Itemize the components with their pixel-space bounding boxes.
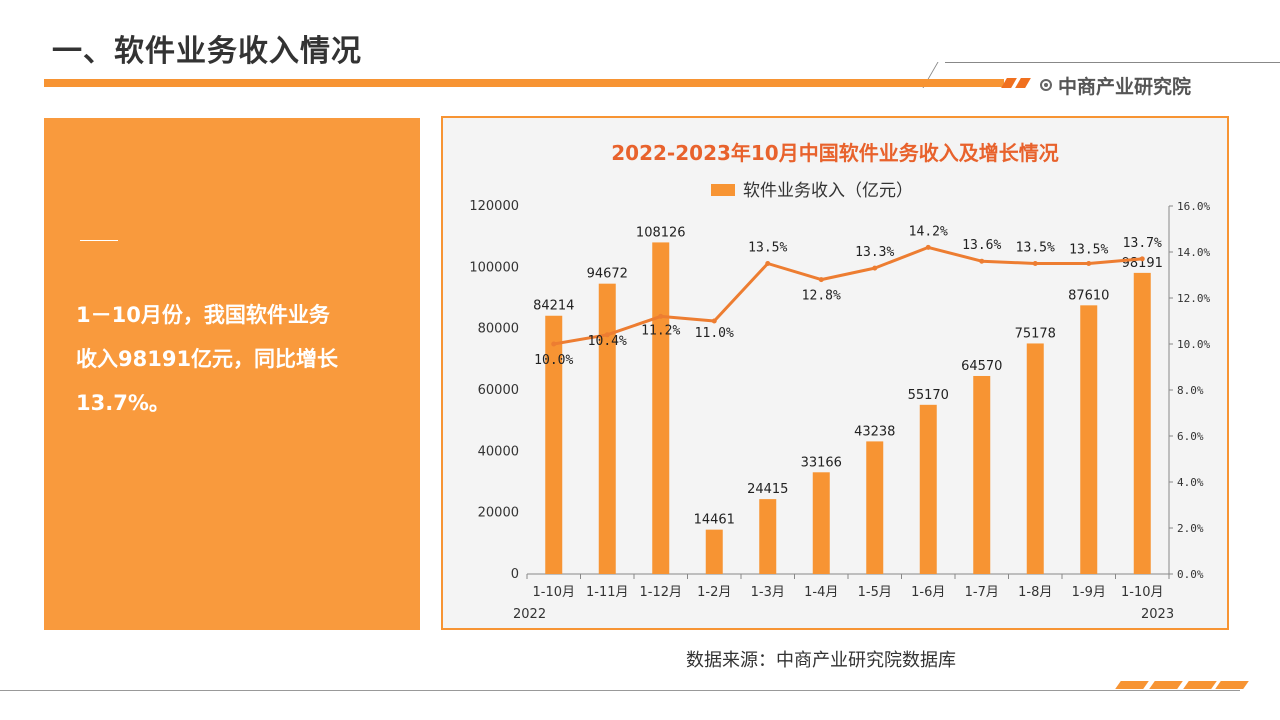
bar-value-label: 75178 bbox=[1015, 326, 1056, 341]
growth-point bbox=[979, 258, 985, 264]
header-divider-line bbox=[945, 62, 1280, 63]
bar bbox=[545, 315, 563, 574]
summary-line: 收入98191亿元，同比增长 bbox=[76, 347, 339, 371]
bar bbox=[812, 472, 830, 574]
bar-value-label: 108126 bbox=[636, 225, 686, 240]
x-tick-label: 1-5月 bbox=[858, 585, 892, 600]
x-tick-label: 1-2月 bbox=[697, 585, 731, 600]
growth-point bbox=[711, 318, 717, 324]
growth-point bbox=[658, 313, 664, 319]
growth-label: 10.4% bbox=[588, 334, 627, 349]
growth-point bbox=[872, 265, 878, 271]
right-tick-label: 10.0% bbox=[1177, 338, 1210, 351]
right-tick-label: 0.0% bbox=[1177, 568, 1204, 581]
x-tick-label: 1-10月 bbox=[1121, 585, 1164, 600]
legend-label: 软件业务收入（亿元） bbox=[743, 181, 913, 201]
growth-label: 13.6% bbox=[962, 238, 1001, 253]
bar-value-label: 55170 bbox=[908, 388, 949, 403]
bar bbox=[652, 242, 670, 574]
x-tick-label: 1-7月 bbox=[965, 585, 999, 600]
growth-point bbox=[604, 332, 610, 338]
x-tick-label: 1-10月 bbox=[532, 585, 575, 600]
summary-dash bbox=[80, 240, 118, 241]
bar-value-label: 24415 bbox=[747, 482, 788, 497]
legend-swatch bbox=[711, 184, 735, 196]
growth-label: 13.5% bbox=[1016, 241, 1055, 256]
bottom-divider bbox=[0, 690, 1240, 691]
left-tick-label: 0 bbox=[511, 567, 519, 582]
growth-label: 13.5% bbox=[748, 241, 787, 256]
year-label-end: 2023 bbox=[1141, 607, 1174, 622]
summary-panel: 1－10月份，我国软件业务 收入98191亿元，同比增长 13.7%。 bbox=[44, 118, 420, 630]
right-tick-label: 12.0% bbox=[1177, 292, 1210, 305]
growth-label: 11.2% bbox=[641, 323, 680, 338]
title-underline-bar bbox=[44, 79, 1004, 87]
left-tick-label: 20000 bbox=[478, 506, 519, 521]
growth-label: 10.0% bbox=[534, 353, 573, 368]
bar-value-label: 43238 bbox=[854, 424, 895, 439]
right-tick-label: 2.0% bbox=[1177, 522, 1204, 535]
bar-value-label: 87610 bbox=[1068, 288, 1109, 303]
brand-logo: 中商产业研究院 bbox=[1040, 72, 1191, 98]
bar bbox=[866, 441, 884, 574]
chart-title: 2022-2023年10月中国软件业务收入及增长情况 bbox=[611, 141, 1058, 165]
year-label-start: 2022 bbox=[513, 607, 546, 622]
right-tick-label: 8.0% bbox=[1177, 384, 1204, 397]
growth-point bbox=[818, 277, 824, 283]
growth-label: 12.8% bbox=[802, 289, 841, 304]
brand-circle-icon bbox=[1040, 79, 1052, 91]
right-tick-label: 14.0% bbox=[1177, 246, 1210, 259]
growth-label: 13.7% bbox=[1123, 236, 1162, 251]
left-tick-label: 40000 bbox=[478, 444, 519, 459]
growth-point bbox=[925, 244, 931, 250]
x-tick-label: 1-12月 bbox=[639, 585, 682, 600]
growth-label: 13.3% bbox=[855, 245, 894, 260]
bar-value-label: 33166 bbox=[801, 455, 842, 470]
bar-value-label: 14461 bbox=[694, 513, 735, 528]
growth-label: 13.5% bbox=[1069, 243, 1108, 258]
summary-text: 1－10月份，我国软件业务 收入98191亿元，同比增长 13.7%。 bbox=[76, 293, 396, 425]
chart-frame: 2022-2023年10月中国软件业务收入及增长情况软件业务收入（亿元） 0 200… bbox=[441, 116, 1229, 630]
bar bbox=[1080, 305, 1098, 574]
bar bbox=[1133, 272, 1151, 574]
right-tick-label: 6.0% bbox=[1177, 430, 1204, 443]
growth-label: 11.0% bbox=[695, 326, 734, 341]
x-tick-label: 1-6月 bbox=[911, 585, 945, 600]
growth-point bbox=[1086, 261, 1092, 266]
growth-label: 14.2% bbox=[909, 224, 948, 239]
summary-line: 1－10月份，我国软件业务 bbox=[76, 303, 330, 327]
summary-line: 13.7%。 bbox=[76, 391, 170, 415]
left-tick-label: 100000 bbox=[469, 260, 519, 275]
left-tick-label: 120000 bbox=[469, 199, 519, 214]
bar-value-label: 64570 bbox=[961, 359, 1002, 374]
x-tick-label: 1-4月 bbox=[804, 585, 838, 600]
brand-name: 中商产业研究院 bbox=[1058, 75, 1192, 98]
growth-point bbox=[551, 341, 557, 347]
x-tick-label: 1-9月 bbox=[1072, 585, 1106, 600]
bar bbox=[759, 499, 777, 574]
growth-point bbox=[1032, 261, 1038, 266]
page-title: 一、软件业务收入情况 bbox=[52, 34, 362, 69]
bar-value-label: 84214 bbox=[533, 299, 574, 314]
growth-point bbox=[765, 261, 771, 266]
growth-line bbox=[553, 245, 1143, 346]
left-tick-label: 60000 bbox=[478, 383, 519, 398]
right-tick-label: 4.0% bbox=[1177, 476, 1204, 489]
bar bbox=[973, 375, 991, 574]
bar bbox=[919, 404, 937, 574]
bar bbox=[598, 283, 616, 574]
source-note: 数据来源：中商产业研究院数据库 bbox=[686, 650, 956, 671]
left-tick-label: 80000 bbox=[478, 322, 519, 337]
x-tick-label: 1-3月 bbox=[751, 585, 785, 600]
x-tick-label: 1-8月 bbox=[1018, 585, 1052, 600]
bar-value-label: 94672 bbox=[587, 267, 628, 282]
right-tick-label: 16.0% bbox=[1177, 200, 1210, 213]
x-tick-label: 1-11月 bbox=[586, 585, 629, 600]
growth-point bbox=[1139, 256, 1145, 262]
bar bbox=[1026, 343, 1044, 574]
bar bbox=[705, 529, 723, 574]
